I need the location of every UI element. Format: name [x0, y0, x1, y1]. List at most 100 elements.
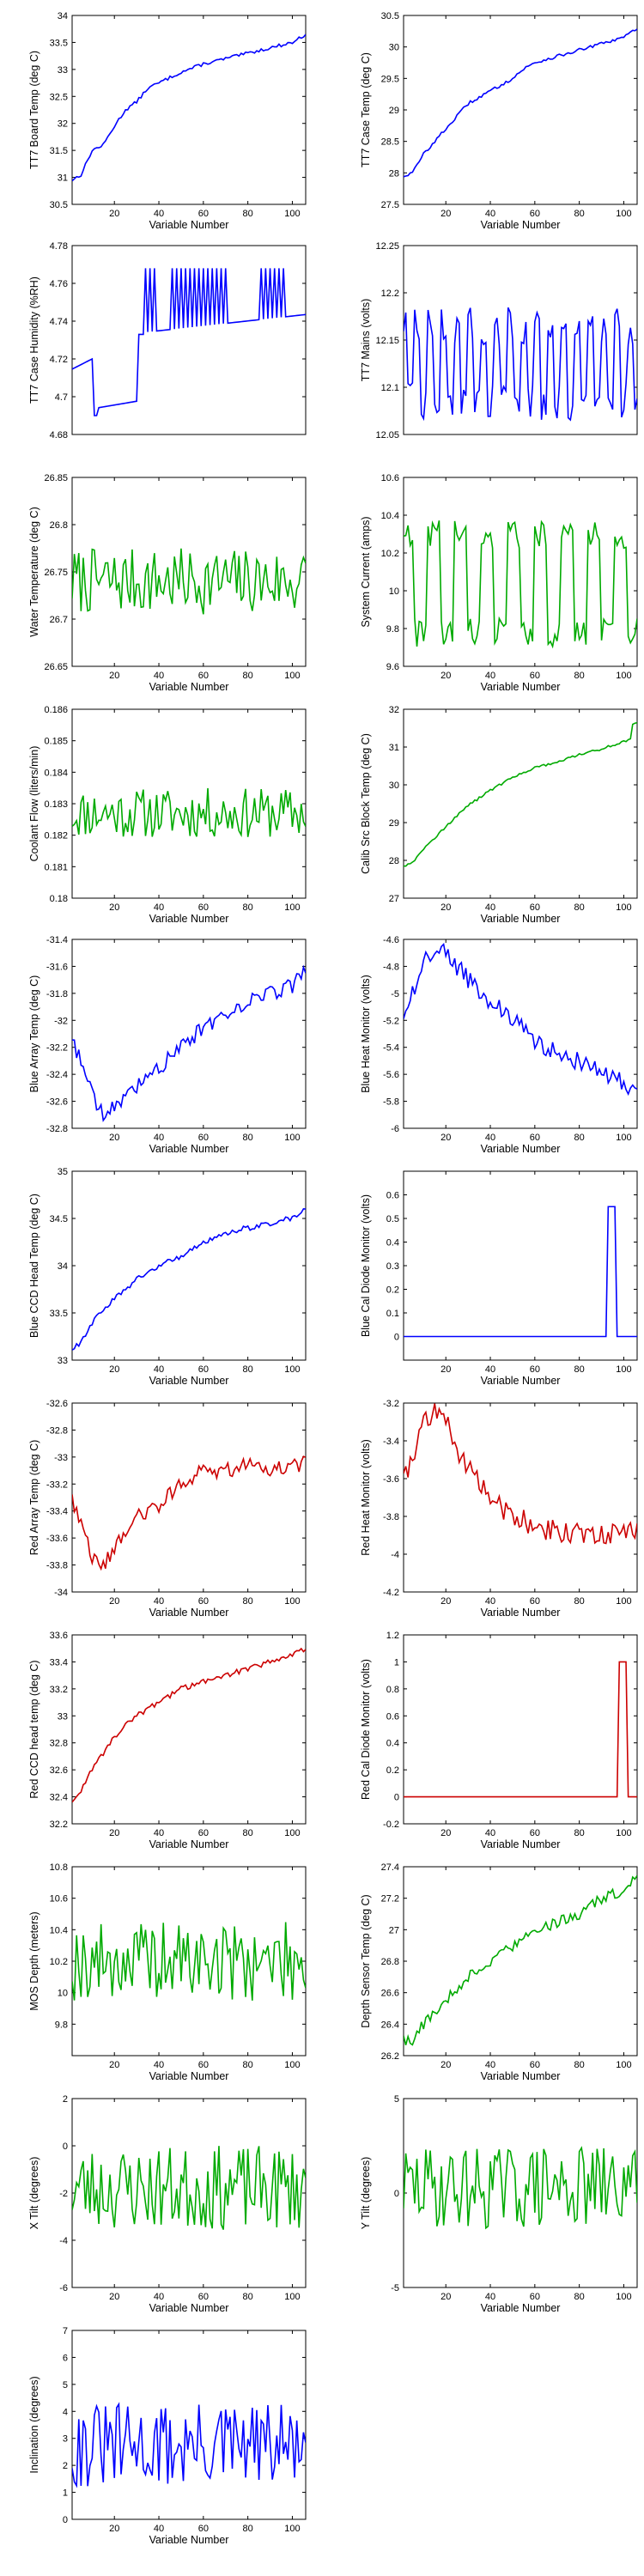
x-axis-label: Variable Number — [481, 1607, 561, 1619]
x-tick-label: 100 — [616, 2060, 631, 2070]
y-tick-label: 33.4 — [50, 1657, 68, 1668]
x-tick-label: 20 — [440, 1364, 451, 1375]
x-tick-label: 80 — [574, 2060, 585, 2070]
y-tick-label: 28.5 — [381, 137, 399, 148]
subplot-3: 4.68 4.7 4.72 4.74 4.76 4.78 TT7 Case Humidity… — [28, 241, 307, 440]
y-tick-label: 33 — [58, 1356, 68, 1366]
y-tick-label: 12.1 — [381, 383, 399, 393]
x-tick-label: 20 — [440, 1828, 451, 1838]
series-line — [72, 548, 306, 615]
y-axis-label: TT7 Mains (volts) — [360, 299, 372, 382]
series-line — [72, 2402, 306, 2488]
x-axis-label: Variable Number — [149, 2534, 229, 2546]
x-tick-label: 60 — [530, 671, 540, 681]
y-tick-label: 0 — [394, 2189, 399, 2199]
y-tick-label: -6 — [391, 1124, 399, 1134]
y-tick-label: -31.4 — [46, 935, 68, 945]
y-tick-label: 29.5 — [381, 74, 399, 84]
y-tick-label: 33 — [58, 65, 68, 76]
x-tick-label: 40 — [154, 1133, 164, 1143]
x-tick-label: 20 — [440, 1133, 451, 1143]
y-tick-label: 27.5 — [381, 200, 399, 210]
x-tick-label: 20 — [109, 209, 119, 219]
y-tick-label: -3.8 — [383, 1512, 399, 1522]
x-tick-label: 100 — [616, 1364, 631, 1375]
x-tick-label: 60 — [198, 1596, 209, 1607]
x-tick-label: 80 — [243, 1596, 253, 1607]
x-tick-label: 20 — [109, 1596, 119, 1607]
y-tick-label: -5 — [391, 989, 399, 999]
y-axis-label: TT7 Case Humidity (%RH) — [28, 276, 40, 404]
x-tick-label: 40 — [154, 2292, 164, 2302]
y-tick-label: -5.6 — [383, 1070, 399, 1080]
series-line — [404, 721, 637, 867]
y-tick-label: 0 — [63, 2515, 68, 2525]
y-tick-label: 4.78 — [50, 241, 68, 252]
subplot-13: -34 -33.8 -33.6 -33.4 -33.2 -33 -32.8 -32.6 20 40… — [28, 1399, 307, 1619]
x-tick-label: 100 — [284, 1133, 300, 1143]
x-tick-label: 40 — [154, 902, 164, 913]
x-tick-label: 100 — [284, 209, 300, 219]
plot-frame — [71, 708, 307, 899]
plot-frame — [71, 15, 307, 205]
x-tick-label: 40 — [485, 1133, 495, 1143]
y-axis-label: Depth Sensor Temp (deg C) — [360, 1894, 372, 2027]
y-tick-label: 0.183 — [44, 799, 68, 810]
plot-frame — [403, 708, 638, 899]
x-axis-label: Variable Number — [149, 1143, 229, 1155]
y-axis-label: Calib Src Block Temp (deg C) — [360, 733, 372, 874]
subplot-17: 9.8 10 10.2 10.4 10.6 10.8 20 40 60 80 100 Variable… — [28, 1862, 307, 2082]
x-tick-label: 100 — [284, 671, 300, 681]
x-tick-label: 40 — [154, 1364, 164, 1375]
series-line — [72, 268, 306, 416]
y-tick-label: -32.4 — [46, 1070, 68, 1080]
y-tick-label: 0.186 — [44, 705, 68, 715]
x-axis-label: Variable Number — [481, 681, 561, 693]
y-tick-label: 0.182 — [44, 831, 68, 841]
y-tick-label: 2 — [63, 2094, 68, 2105]
y-tick-label: 32 — [58, 119, 68, 130]
y-tick-label: 0.1 — [386, 1309, 399, 1319]
x-tick-label: 20 — [440, 2292, 451, 2302]
y-tick-label: 33.6 — [50, 1631, 68, 1641]
y-axis-label: Y Tilt (degrees) — [360, 2157, 372, 2230]
plot-frame — [71, 1402, 307, 1593]
y-tick-label: 0.2 — [386, 1285, 399, 1296]
y-tick-label: 4 — [63, 2407, 68, 2417]
y-tick-label: 0.3 — [386, 1261, 399, 1272]
x-tick-label: 40 — [154, 1596, 164, 1607]
plot-frame — [71, 245, 307, 435]
x-axis-label: Variable Number — [149, 2070, 229, 2082]
x-axis-label: Variable Number — [149, 913, 229, 925]
x-tick-label: 20 — [109, 1828, 119, 1838]
y-tick-label: 12.05 — [375, 430, 399, 440]
y-tick-label: 30 — [389, 781, 399, 791]
y-tick-label: -32.6 — [46, 1399, 68, 1409]
x-axis-label: Variable Number — [149, 681, 229, 693]
series-line — [72, 1455, 306, 1571]
y-tick-label: 10 — [389, 586, 399, 597]
x-tick-label: 40 — [485, 671, 495, 681]
y-axis-label: Blue CCD Head Temp (deg C) — [28, 1194, 40, 1338]
x-tick-label: 100 — [616, 2292, 631, 2302]
x-tick-label: 100 — [616, 1596, 631, 1607]
y-tick-label: 33.5 — [50, 38, 68, 48]
y-tick-label: -4.2 — [383, 1588, 399, 1598]
subplot-1: 30.5 31 31.5 32 32.5 33 33.5 34 20 40 60 80 100 Varia… — [28, 11, 307, 231]
x-tick-label: 100 — [284, 1364, 300, 1375]
y-tick-label: 0 — [394, 1793, 399, 1803]
y-tick-label: 28 — [389, 168, 399, 179]
y-tick-label: -5.4 — [383, 1043, 399, 1054]
x-tick-label: 20 — [440, 671, 451, 681]
x-tick-label: 80 — [574, 671, 585, 681]
y-tick-label: 30.5 — [381, 11, 399, 21]
y-tick-label: -31.8 — [46, 989, 68, 999]
y-tick-label: 28 — [389, 856, 399, 866]
x-tick-label: 60 — [530, 1364, 540, 1375]
y-tick-label: 4.74 — [50, 317, 68, 327]
plot-frame — [403, 245, 638, 435]
y-tick-label: 0.8 — [386, 1685, 399, 1695]
plot-frame — [403, 15, 638, 205]
x-tick-label: 80 — [574, 1596, 585, 1607]
